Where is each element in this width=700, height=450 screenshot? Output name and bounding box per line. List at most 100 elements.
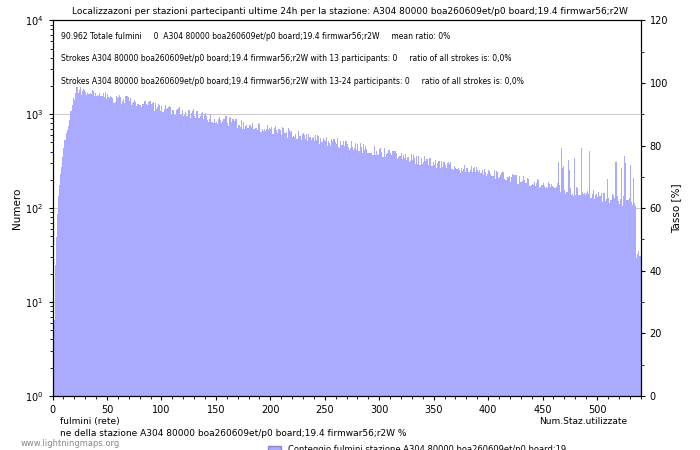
Bar — [326, 137, 327, 450]
Bar — [492, 176, 493, 450]
Bar — [453, 170, 454, 450]
Bar — [188, 109, 190, 450]
Bar — [609, 203, 610, 450]
Bar — [95, 93, 96, 450]
Bar — [366, 148, 368, 450]
Bar — [293, 136, 294, 450]
Bar — [202, 112, 203, 450]
Bar — [438, 161, 439, 450]
Bar — [340, 141, 341, 450]
Bar — [268, 130, 270, 450]
Bar — [309, 137, 311, 450]
Bar — [319, 144, 321, 450]
Bar — [178, 107, 180, 450]
Bar — [508, 177, 509, 450]
Bar — [194, 116, 195, 450]
Bar — [221, 123, 223, 450]
Bar — [625, 163, 626, 450]
Bar — [208, 122, 209, 450]
Bar — [499, 177, 500, 450]
Bar — [61, 167, 62, 450]
Bar — [290, 132, 291, 450]
Bar — [519, 182, 521, 450]
Bar — [129, 101, 130, 450]
Bar — [407, 158, 409, 450]
Bar — [244, 129, 245, 450]
Bar — [443, 162, 444, 450]
Bar — [111, 97, 113, 450]
Bar — [131, 105, 132, 450]
Bar — [426, 159, 427, 450]
Bar — [100, 96, 102, 450]
Bar — [522, 181, 523, 450]
Bar — [536, 183, 537, 450]
Bar — [511, 177, 512, 450]
Bar — [498, 178, 499, 450]
Bar — [333, 139, 335, 450]
Bar — [611, 200, 612, 450]
Text: Localizzazoni per stazioni partecipanti ultime 24h per la stazione: A304 80000 b: Localizzazoni per stazioni partecipanti … — [72, 7, 628, 16]
Bar — [204, 114, 205, 450]
Bar — [380, 148, 382, 450]
Bar — [329, 143, 330, 450]
Bar — [180, 115, 181, 450]
Bar — [610, 200, 611, 450]
Bar — [258, 123, 260, 450]
Bar — [225, 116, 227, 450]
Bar — [155, 103, 156, 450]
Bar — [379, 149, 380, 450]
Bar — [182, 110, 183, 450]
Bar — [253, 130, 254, 450]
Bar — [265, 130, 266, 450]
Bar — [235, 119, 237, 450]
Bar — [365, 146, 366, 450]
Bar — [332, 141, 333, 450]
Bar — [447, 163, 448, 450]
Bar — [454, 166, 456, 450]
Bar — [541, 185, 542, 450]
Bar — [231, 122, 232, 450]
Bar — [393, 151, 394, 450]
Bar — [417, 164, 419, 450]
Bar — [576, 187, 578, 450]
Bar — [245, 126, 246, 450]
Bar — [484, 169, 485, 450]
Bar — [219, 117, 220, 450]
Bar — [600, 197, 601, 450]
Bar — [56, 237, 57, 450]
Bar — [311, 140, 312, 450]
Bar — [497, 172, 498, 450]
Bar — [104, 97, 105, 450]
Bar — [197, 111, 198, 450]
Bar — [133, 102, 134, 450]
Bar — [619, 204, 620, 450]
Bar — [280, 130, 281, 450]
Bar — [132, 104, 133, 450]
Bar — [196, 111, 197, 450]
Bar — [397, 159, 398, 450]
Bar — [317, 135, 318, 450]
Bar — [562, 168, 564, 450]
Bar — [330, 146, 331, 450]
Bar — [239, 125, 240, 450]
Bar — [573, 196, 574, 450]
Bar — [233, 118, 235, 450]
Bar — [517, 184, 519, 450]
Bar — [487, 174, 488, 450]
Bar — [167, 108, 168, 450]
Bar — [524, 180, 525, 450]
Bar — [606, 198, 607, 450]
Bar — [570, 195, 572, 450]
Bar — [146, 104, 147, 450]
Bar — [55, 265, 56, 450]
Bar — [181, 114, 182, 450]
Bar — [149, 101, 150, 450]
Bar — [318, 136, 319, 450]
Bar — [139, 105, 141, 450]
Text: 90.962 Totale fulmini     0  A304 80000 boa260609et/p0 board;19.4 firmwar56;r2W : 90.962 Totale fulmini 0 A304 80000 boa26… — [62, 32, 451, 40]
Bar — [586, 193, 587, 450]
Bar — [430, 158, 431, 450]
Bar — [594, 198, 595, 450]
Bar — [588, 194, 589, 450]
Bar — [84, 90, 85, 450]
